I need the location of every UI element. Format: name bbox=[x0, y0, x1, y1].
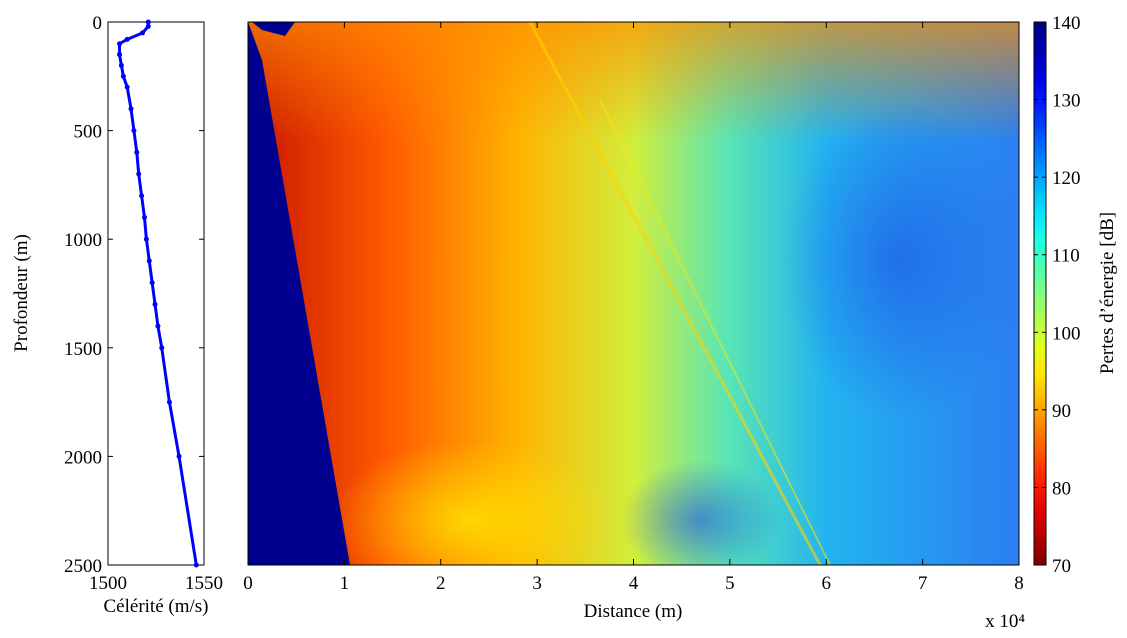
colorbar-tick-label: 90 bbox=[1052, 401, 1071, 422]
colorbar-tick-label: 70 bbox=[1052, 556, 1071, 577]
x-tick-label: 8 bbox=[1014, 573, 1024, 594]
profile-point bbox=[120, 73, 126, 79]
colorbar-tick-label: 130 bbox=[1052, 91, 1081, 112]
x-tick-label: 3 bbox=[532, 573, 542, 594]
profile-point bbox=[146, 258, 152, 264]
x-axis-label: Célérité (m/s) bbox=[104, 596, 209, 617]
x-tick-label: 4 bbox=[629, 573, 639, 594]
x-tick-label: 2 bbox=[436, 573, 446, 594]
profile-point bbox=[128, 106, 134, 112]
profile-point bbox=[145, 19, 151, 25]
x-scale-label: x 10⁴ bbox=[985, 611, 1025, 632]
colorbar-tick-label: 140 bbox=[1052, 13, 1081, 34]
colorbar-tick-label: 110 bbox=[1052, 246, 1080, 267]
profile-point bbox=[136, 171, 142, 177]
profile-point bbox=[143, 236, 149, 242]
profile-point bbox=[193, 562, 199, 568]
profile-point bbox=[141, 214, 147, 220]
profile-point bbox=[117, 41, 123, 47]
profile-point bbox=[145, 23, 151, 29]
profile-point bbox=[134, 149, 140, 155]
x-axis-label: Distance (m) bbox=[584, 601, 683, 622]
heatmap-image bbox=[248, 22, 1019, 565]
profile-point bbox=[117, 52, 123, 58]
x-tick-label: 1 bbox=[340, 573, 350, 594]
x-tick-label: 5 bbox=[725, 573, 735, 594]
y-tick-label: 1500 bbox=[64, 339, 102, 360]
colorbar bbox=[1033, 21, 1047, 566]
profile-point bbox=[149, 280, 155, 286]
profile-point bbox=[176, 453, 182, 459]
x-tick-label: 6 bbox=[822, 573, 832, 594]
x-tick-label: 1550 bbox=[185, 573, 223, 594]
colorbar-label: Pertes d’énergie [dB] bbox=[1097, 212, 1118, 374]
profile-point bbox=[155, 323, 161, 329]
y-axis-label: Profondeur (m) bbox=[11, 234, 32, 352]
y-tick-label: 500 bbox=[74, 122, 103, 143]
profile-line bbox=[118, 22, 198, 566]
profile-point bbox=[124, 36, 130, 42]
profile-point bbox=[131, 128, 137, 134]
profile-point bbox=[159, 345, 165, 351]
colorbar-tick-label: 100 bbox=[1052, 323, 1081, 344]
y-tick-label: 1000 bbox=[64, 230, 102, 251]
x-tick-label: 7 bbox=[918, 573, 928, 594]
colorbar-tick-label: 120 bbox=[1052, 168, 1081, 189]
colorbar-tick-label: 80 bbox=[1052, 478, 1071, 499]
y-tick-label: 2500 bbox=[64, 556, 102, 577]
x-tick-label: 1500 bbox=[89, 573, 127, 594]
y-tick-label: 2000 bbox=[64, 447, 102, 468]
profile-point bbox=[118, 62, 124, 68]
profile-point bbox=[140, 30, 146, 36]
profile-point bbox=[152, 301, 158, 307]
profile-point bbox=[139, 193, 145, 199]
profile-point bbox=[124, 84, 130, 90]
profile-frame bbox=[107, 21, 205, 566]
y-tick-label: 0 bbox=[93, 13, 103, 34]
x-tick-label: 0 bbox=[243, 573, 253, 594]
profile-point bbox=[166, 399, 172, 405]
